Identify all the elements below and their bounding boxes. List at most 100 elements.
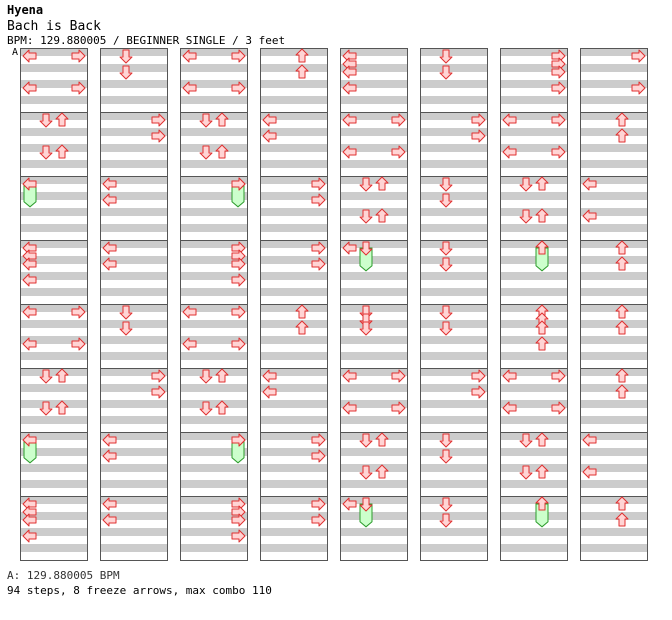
beat-stripe <box>100 544 168 552</box>
beat-stripe <box>100 240 168 248</box>
beat-stripe <box>20 48 88 56</box>
beat-stripe <box>340 448 408 456</box>
beat-stripe <box>580 544 648 552</box>
step-arrow-up-icon <box>615 112 629 127</box>
beat-stripe <box>580 496 648 504</box>
beat-stripe <box>180 160 248 168</box>
step-arrow-right-icon <box>471 369 486 383</box>
step-arrow-down-icon <box>119 321 133 336</box>
step-arrow-down-icon <box>439 177 453 192</box>
beat-stripe <box>180 496 248 504</box>
beat-stripe <box>180 512 248 520</box>
step-arrow-right-icon <box>311 449 326 463</box>
beat-stripe <box>260 288 328 296</box>
beat-stripe <box>260 512 328 520</box>
beat-stripe <box>500 432 568 440</box>
step-arrow-left-icon <box>102 177 117 191</box>
step-arrow-up-icon <box>215 144 229 159</box>
beat-stripe <box>100 48 168 56</box>
step-arrow-left-icon <box>502 145 517 159</box>
beat-stripe <box>340 352 408 360</box>
beat-stripe <box>580 256 648 264</box>
beat-stripe <box>420 400 488 408</box>
beat-stripe <box>420 304 488 312</box>
step-arrow-right-icon <box>311 193 326 207</box>
bpm-legend: A: 129.880005 BPM <box>7 569 120 582</box>
step-arrow-right-icon <box>391 145 406 159</box>
beat-stripe <box>180 128 248 136</box>
beat-stripe <box>100 320 168 328</box>
step-arrow-right-icon <box>311 433 326 447</box>
beat-stripe <box>420 512 488 520</box>
beat-stripe <box>20 304 88 312</box>
step-arrow-down-icon <box>359 433 373 448</box>
beat-stripe <box>100 432 168 440</box>
beat-stripe <box>100 368 168 376</box>
beat-stripe <box>420 464 488 472</box>
step-arrow-down-icon <box>519 433 533 448</box>
step-arrow-left-icon <box>182 337 197 351</box>
beat-stripe <box>340 192 408 200</box>
beat-stripe <box>260 96 328 104</box>
step-arrow-down-icon <box>119 65 133 80</box>
step-arrow-right-icon <box>551 369 566 383</box>
beat-stripe <box>500 480 568 488</box>
step-arrow-down-icon <box>199 369 213 384</box>
step-arrow-right-icon <box>231 49 246 63</box>
beat-stripe <box>580 272 648 280</box>
step-arrow-up-icon <box>295 320 309 335</box>
beat-stripe <box>100 160 168 168</box>
step-arrow-down-icon <box>39 113 53 128</box>
beat-stripe <box>20 112 88 120</box>
beat-stripe <box>20 96 88 104</box>
step-arrow-down-icon <box>39 369 53 384</box>
step-arrow-up-icon <box>295 64 309 79</box>
step-arrow-left-icon <box>342 81 357 95</box>
step-arrow-right-icon <box>551 113 566 127</box>
beat-stripe <box>500 176 568 184</box>
beat-stripe <box>500 160 568 168</box>
beat-stripe <box>100 272 168 280</box>
beat-stripe <box>180 448 248 456</box>
beat-stripe <box>580 176 648 184</box>
freeze-head-down-icon <box>359 497 373 512</box>
beat-stripe <box>420 112 488 120</box>
beat-stripe <box>260 384 328 392</box>
beat-stripe <box>100 528 168 536</box>
beat-stripe <box>100 480 168 488</box>
beat-stripe <box>580 288 648 296</box>
beat-stripe <box>100 464 168 472</box>
beat-stripe <box>260 448 328 456</box>
beat-stripe <box>340 512 408 520</box>
beat-stripe <box>100 496 168 504</box>
step-arrow-left-icon <box>182 305 197 319</box>
beat-stripe <box>260 208 328 216</box>
step-arrow-down-icon <box>439 497 453 512</box>
beat-stripe <box>20 432 88 440</box>
beat-stripe <box>340 96 408 104</box>
beat-stripe <box>580 128 648 136</box>
beat-stripe <box>180 224 248 232</box>
beat-stripe <box>20 320 88 328</box>
freeze-head-down-icon <box>359 241 373 256</box>
step-arrow-left-icon <box>502 369 517 383</box>
beat-stripe <box>260 336 328 344</box>
beat-stripe <box>20 336 88 344</box>
beat-stripe <box>340 64 408 72</box>
beat-stripe <box>20 384 88 392</box>
beat-stripe <box>420 384 488 392</box>
step-arrow-up-icon <box>615 256 629 271</box>
beat-stripe <box>500 416 568 424</box>
step-arrow-up-icon <box>615 384 629 399</box>
beat-stripe <box>20 224 88 232</box>
beat-stripe <box>260 496 328 504</box>
beat-stripe <box>580 448 648 456</box>
step-arrow-left-icon <box>102 433 117 447</box>
step-arrow-down-icon <box>119 49 133 64</box>
beat-stripe <box>500 224 568 232</box>
beat-stripe <box>100 384 168 392</box>
beat-stripe <box>20 240 88 248</box>
beat-stripe <box>260 160 328 168</box>
beat-stripe <box>340 368 408 376</box>
step-arrow-right-icon <box>231 513 246 527</box>
